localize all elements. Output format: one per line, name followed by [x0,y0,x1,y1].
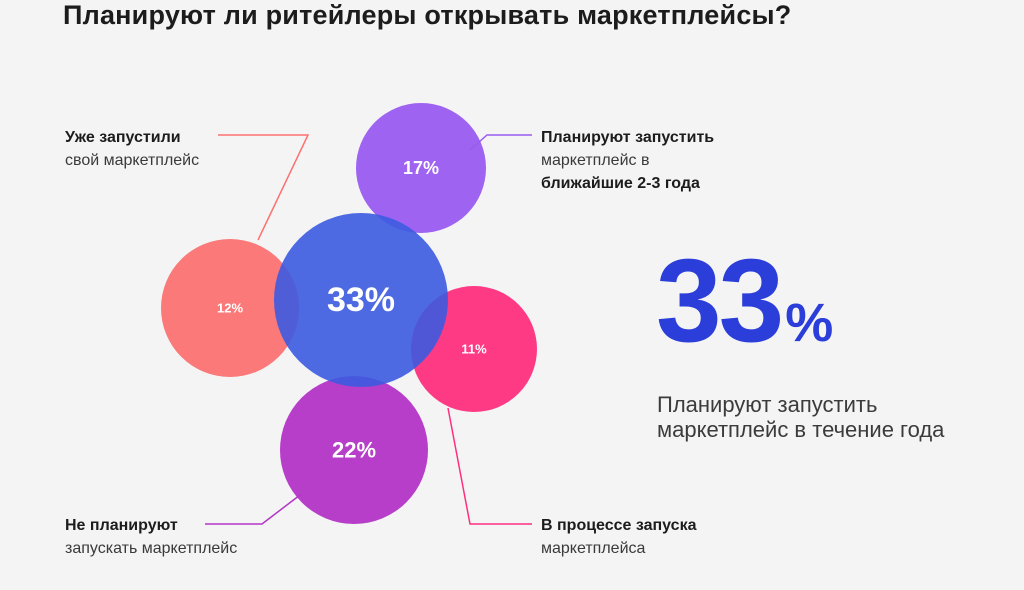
highlight-value: 33 [656,235,784,367]
highlight-caption: Планируют запустить маркетплейс в течени… [657,392,944,442]
page-title: Планируют ли ритейлеры открывать маркетп… [63,0,792,30]
bubble-launched [161,239,299,377]
label-not-planning-title: Не планируют [65,517,178,534]
bubble-not_planning [280,376,428,524]
bubble-label-plan_2_3yr: 17% [403,158,439,178]
label-launched-title: Уже запустили [65,129,181,146]
caption-line-2: маркетплейс в течение года [657,417,945,442]
bubble-plan_1yr [274,213,448,387]
label-plan-sub: маркетплейс в [541,152,650,169]
label-in-progress-title: В процессе запуска [541,517,697,534]
bubble-label-launched: 12% [217,301,243,316]
label-plan-2-3yr: Планируют запустить маркетплейс в ближай… [541,126,714,195]
label-not-planning: Не планируют запускать маркетплейс [65,514,237,560]
bubble-label-in_progress: 11% [461,342,487,357]
highlight-unit: % [785,293,834,353]
caption-line-1: Планируют запустить [657,392,878,417]
label-in-progress-sub: маркетплейса [541,540,646,557]
highlight-number: 33% [656,242,833,360]
label-in-progress: В процессе запуска маркетплейса [541,514,696,560]
label-plan-tail: ближайшие 2-3 года [541,175,700,192]
bubble-plan_2_3yr [356,103,486,233]
connector-not_planning [205,494,301,525]
label-not-planning-sub: запускать маркетплейс [65,540,238,557]
label-launched: Уже запустили свой маркетплейс [65,126,199,172]
bubble-label-not_planning: 22% [332,438,376,463]
connector-in_progress [447,407,532,525]
connector-launched [218,134,310,241]
label-plan-title: Планируют запустить [541,129,715,146]
bubble-label-plan_1yr: 33% [327,281,395,319]
label-launched-sub: свой маркетплейс [65,152,200,169]
